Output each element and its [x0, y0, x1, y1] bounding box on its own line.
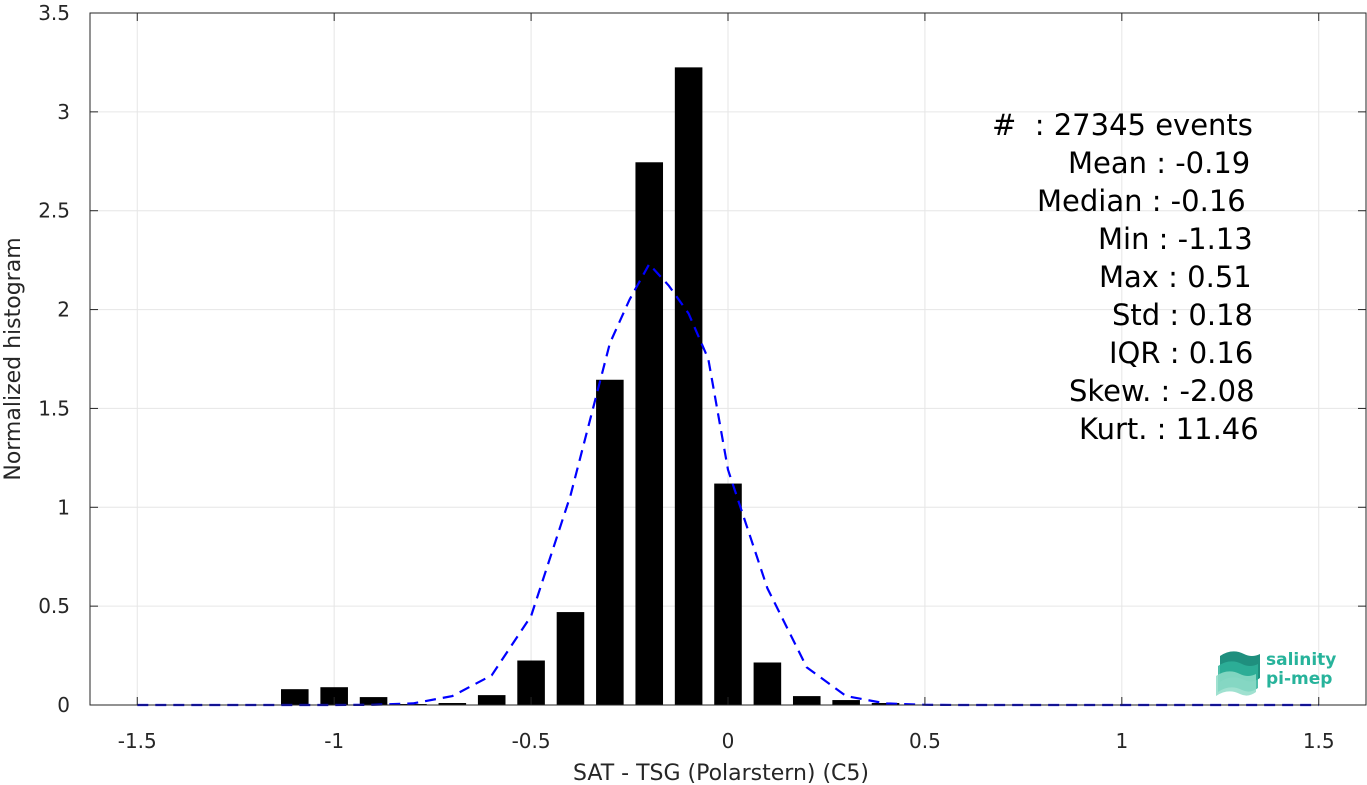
stat-count: # : 27345 events — [992, 108, 1253, 142]
y-tick-label: 2 — [57, 298, 70, 322]
histogram-bar — [281, 689, 309, 705]
x-tick-label: -0.5 — [512, 729, 551, 753]
y-tick-label: 3.5 — [38, 1, 70, 25]
y-tick-label: 2.5 — [38, 199, 70, 223]
y-axis-label: Normalized histogram — [1, 237, 26, 480]
histogram-bar — [359, 697, 388, 705]
histogram-bar — [320, 687, 348, 705]
x-tick-label: 0.5 — [909, 729, 941, 753]
stat-mean: Mean : -0.19 — [1068, 146, 1251, 180]
wave-logo-icon — [1216, 651, 1260, 696]
y-tick-label: 1.5 — [38, 396, 70, 420]
y-axis-ticks: 0 0.5 1 1.5 2 2.5 3 3.5 — [38, 1, 1366, 717]
x-axis-ticks: -1.5 -1 -0.5 0 0.5 1 1.5 — [118, 13, 1335, 753]
x-tick-label: 0 — [722, 729, 735, 753]
y-tick-label: 1 — [57, 495, 70, 519]
logo-line2: pi-mep — [1266, 669, 1333, 689]
histogram-bar — [596, 379, 624, 705]
grid-lines — [90, 12, 1366, 706]
histogram-bar — [556, 612, 585, 705]
stat-std: Std : 0.18 — [1112, 298, 1253, 332]
histogram-bar — [753, 662, 782, 705]
histogram-bar — [832, 700, 860, 705]
stat-skew: Skew. : -2.08 — [1069, 374, 1255, 408]
histogram-bar — [792, 696, 821, 705]
x-axis-label: SAT - TSG (Polarstern) (C5) — [573, 761, 869, 785]
x-tick-label: 1.5 — [1303, 729, 1335, 753]
histogram-bar — [635, 162, 664, 705]
y-tick-label: 0.5 — [38, 594, 70, 618]
histogram-bar — [674, 67, 703, 705]
salinity-pi-mep-logo: salinity pi-mep — [1216, 646, 1346, 696]
histogram-bar — [871, 703, 900, 705]
stat-kurt: Kurt. : 11.46 — [1079, 412, 1259, 446]
histogram-bar — [438, 703, 467, 705]
stat-max: Max : 0.51 — [1099, 260, 1252, 294]
x-tick-label: 1 — [1115, 729, 1128, 753]
stat-iqr: IQR : 0.16 — [1109, 336, 1254, 370]
logo-line1: salinity — [1266, 650, 1337, 670]
histogram-bar — [714, 483, 742, 705]
x-tick-label: -1 — [324, 729, 344, 753]
x-tick-label: -1.5 — [118, 729, 157, 753]
stat-min: Min : -1.13 — [1098, 222, 1253, 256]
y-tick-label: 0 — [57, 693, 70, 717]
y-tick-label: 3 — [57, 100, 70, 124]
stat-median: Median : -0.16 — [1037, 184, 1246, 218]
histogram-bar — [477, 695, 506, 705]
histogram-bars — [281, 67, 900, 705]
